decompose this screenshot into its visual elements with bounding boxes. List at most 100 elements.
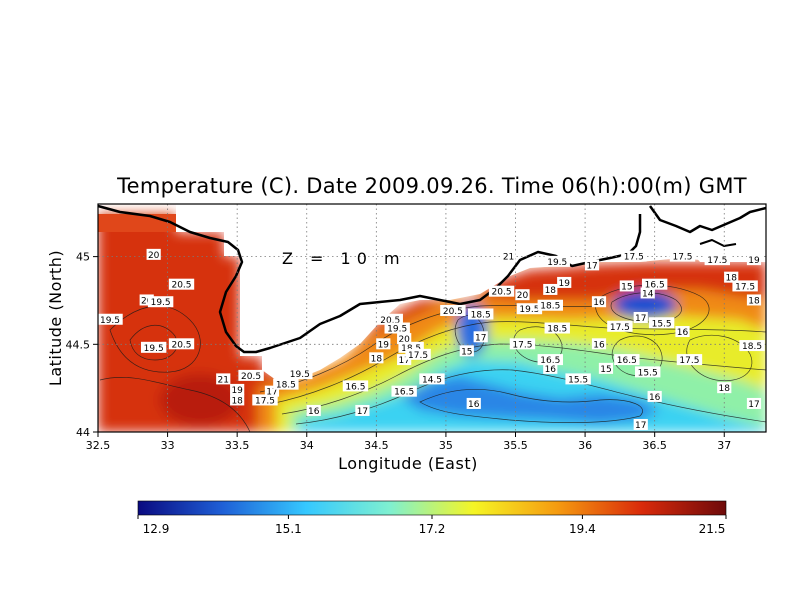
contour-label-text: 20.5: [443, 307, 463, 317]
contour-line-5: [281, 343, 767, 415]
x-tick-label: 33.5: [225, 439, 250, 452]
contour-label-text: 16: [468, 400, 480, 410]
contour-label-box: [488, 285, 515, 297]
contour-label: 17: [633, 418, 648, 431]
contour-label: 18: [369, 352, 384, 364]
contour-label: 18: [543, 283, 558, 296]
x-tick-label: 32.5: [86, 439, 111, 452]
contour-label: 18.5: [468, 308, 494, 320]
contour-label-text: 20: [148, 251, 160, 261]
colorbar-tick-label: 15.1: [275, 522, 302, 536]
contour-label-box: [405, 348, 431, 360]
x-tick-label: 36: [578, 439, 592, 452]
contour-label: 18.5: [739, 340, 765, 352]
contour-label-text: 16: [308, 407, 320, 417]
contour-label-box: [398, 341, 424, 353]
contour-label-box: [97, 313, 123, 325]
contour-label-text: 17: [398, 356, 409, 366]
contour-label: 16: [466, 397, 481, 410]
contour-label: 17.5: [676, 354, 703, 366]
contour-label-text: 20: [398, 335, 410, 345]
contour-label: 16: [306, 404, 321, 417]
y-tick-label: 44.5: [66, 338, 91, 351]
contour-label-box: [676, 354, 703, 366]
contour-line-2: [129, 324, 178, 361]
x-tick-label: 35: [439, 439, 453, 452]
y-axis-label: Latitude (North): [46, 250, 65, 386]
contour-label: 21: [216, 373, 231, 385]
contour-label-text: 19.5: [547, 258, 567, 268]
contour-label-box: [704, 254, 730, 266]
plot-frame: [97, 203, 767, 433]
contour-label-text: 16: [649, 393, 661, 403]
contour-label-box: [648, 317, 675, 329]
contour-label-text: 16.5: [394, 388, 414, 398]
contour-label-box: [746, 254, 762, 266]
contour-label-text: 20: [517, 291, 529, 301]
contour-label: 19.5: [384, 322, 410, 335]
contour-label: 16: [675, 326, 690, 338]
land-crimea: [176, 204, 766, 380]
contour-label-box: [147, 296, 174, 308]
contour-label-text: 15: [600, 365, 611, 375]
x-tick-label: 37: [717, 439, 731, 452]
contour-label-text: 18.5: [471, 310, 491, 320]
depth-annotation: Z = 10 m: [282, 249, 406, 268]
contour-label-box: [139, 294, 154, 306]
contour-label-text: 17.5: [624, 253, 644, 263]
contour-label-box: [397, 333, 412, 345]
contour-label: 17.5: [732, 280, 758, 292]
contour-label: 17: [633, 312, 648, 324]
contour-label-box: [640, 287, 655, 299]
x-tick-label: 34.5: [364, 439, 389, 452]
colorbar-ticks: 12.9 15.1 17.2 19.4 21.5: [137, 515, 727, 536]
contour-label: 17.5: [607, 320, 633, 333]
contour-label-text: 19.5: [100, 316, 120, 326]
coastline-cape: [699, 239, 737, 247]
contour-label-text: 15.5: [568, 375, 588, 385]
contour-label-box: [384, 322, 410, 334]
land-kerch-caucasus: [640, 204, 766, 262]
contour-line-4: [269, 321, 767, 405]
contour-line-6: [295, 369, 767, 425]
contour-label: 17: [355, 404, 370, 417]
contour-label-text: 21: [218, 375, 229, 385]
contour-label-box: [459, 345, 474, 357]
contour-label-box: [621, 250, 647, 262]
contour-label: 20.5: [440, 304, 466, 317]
contour-label-box: [746, 397, 762, 409]
contour-label-box: [537, 354, 563, 366]
contour-label-text: 19: [748, 256, 760, 266]
contour-label-text: 18.5: [547, 325, 567, 335]
contour-label-text: 19.5: [151, 298, 171, 308]
contour-label-box: [746, 294, 762, 306]
y-tick-label: 45: [76, 251, 90, 264]
contour-label-text: 16: [593, 340, 605, 350]
x-tick-label: 34: [300, 439, 314, 452]
contour-label-box: [607, 320, 633, 332]
contour-label: 17: [746, 397, 762, 410]
contour-label-text: 18: [719, 384, 731, 394]
contour-label-box: [516, 303, 543, 315]
contour-label-box: [557, 276, 572, 288]
contour-label: 19: [230, 383, 245, 396]
contour-label-text: 17.5: [255, 396, 275, 406]
contour-label-box: [724, 271, 739, 283]
contour-label: 17: [584, 259, 600, 271]
contour-label: 15: [459, 345, 474, 357]
contour-label: 14: [640, 287, 655, 299]
contour-label-text: 16.5: [617, 356, 637, 366]
contour-label-text: 19.5: [519, 305, 539, 315]
contour-label: 16.5: [342, 380, 369, 392]
contour-label-box: [273, 378, 299, 390]
contour-label-text: 20.5: [171, 281, 191, 291]
contour-label: 19.5: [516, 303, 543, 315]
y-tick-label: 44: [76, 426, 90, 439]
contour-label-text: 18.5: [401, 344, 421, 354]
contour-label-text: 20.5: [492, 288, 512, 298]
x-axis-label: Longitude (East): [338, 454, 478, 473]
contour-line-7: [419, 388, 643, 423]
contour-label: 19.5: [544, 255, 570, 268]
contour-label-box: [168, 338, 195, 350]
